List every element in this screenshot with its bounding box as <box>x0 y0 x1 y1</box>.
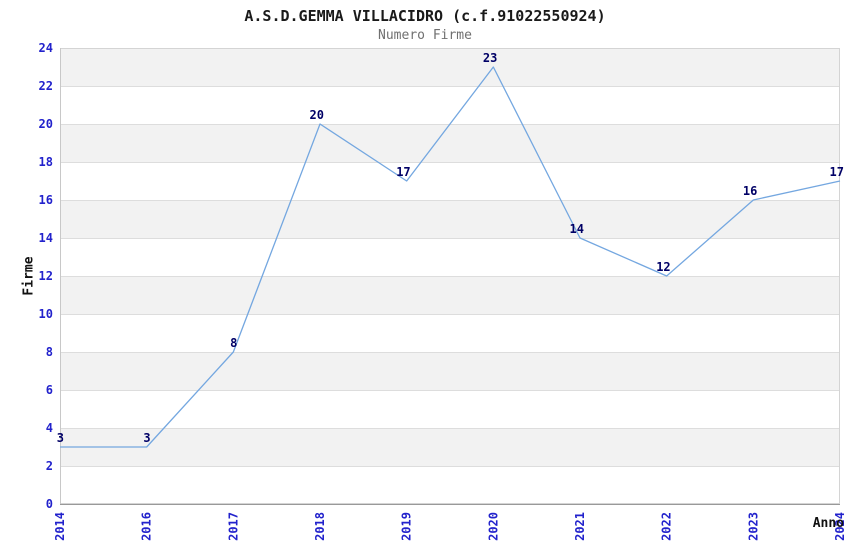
x-axis-title: Anno <box>812 516 844 531</box>
y-tick-label: 10 <box>39 307 53 321</box>
chart-subtitle: Numero Firme <box>378 28 472 43</box>
x-tick-label: 2016 <box>140 512 154 541</box>
y-tick-label: 22 <box>39 79 53 93</box>
x-tick-label: 2024 <box>833 512 847 541</box>
data-point-label: 3 <box>57 431 64 445</box>
chart-title: A.S.D.GEMMA VILLACIDRO (c.f.91022550924) <box>244 7 606 25</box>
y-tick-label: 20 <box>39 117 53 131</box>
y-tick-label: 14 <box>39 231 53 245</box>
grid-band <box>60 276 840 314</box>
x-tick-label: 2023 <box>746 512 760 541</box>
data-point-label: 17 <box>830 165 844 179</box>
grid-band <box>60 428 840 466</box>
y-tick-label: 24 <box>39 41 53 55</box>
data-point-label: 20 <box>310 108 324 122</box>
x-tick-label: 2022 <box>660 512 674 541</box>
y-tick-label: 18 <box>39 155 53 169</box>
series-line <box>60 66 841 448</box>
x-tick-label: 2019 <box>400 512 414 541</box>
data-point-label: 17 <box>396 165 410 179</box>
grid-band <box>60 352 840 390</box>
grid-band <box>60 48 840 86</box>
y-tick-label: 2 <box>46 459 53 473</box>
grid-band <box>60 200 840 238</box>
y-tick-label: 0 <box>46 497 53 511</box>
data-point-label: 3 <box>143 431 150 445</box>
data-point-label: 12 <box>656 260 670 274</box>
data-point-label: 16 <box>743 184 757 198</box>
data-point-label: 14 <box>570 222 584 236</box>
y-tick-label: 16 <box>39 193 53 207</box>
x-tick-label: 2021 <box>573 512 587 541</box>
x-tick-label: 2018 <box>313 512 327 541</box>
data-point-label: 8 <box>230 336 237 350</box>
y-tick-label: 6 <box>46 383 53 397</box>
y-tick-label: 8 <box>46 345 53 359</box>
x-tick-label: 2017 <box>226 512 240 541</box>
x-tick-label: 2014 <box>53 512 67 541</box>
data-point-label: 23 <box>483 51 497 65</box>
x-tick-label: 2020 <box>486 512 500 541</box>
y-tick-label: 12 <box>39 269 53 283</box>
y-tick-label: 4 <box>46 421 53 435</box>
grid-band <box>60 124 840 162</box>
